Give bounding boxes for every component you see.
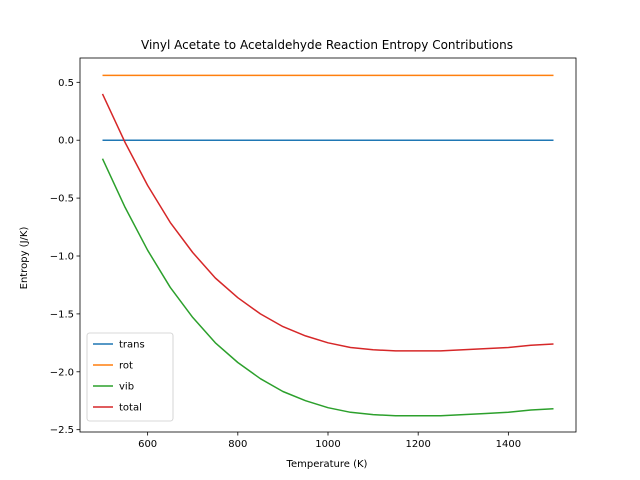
x-tick-label: 1400	[496, 439, 521, 450]
y-tick-label: −1.5	[50, 309, 74, 320]
chart-title: Vinyl Acetate to Acetaldehyde Reaction E…	[141, 38, 513, 52]
y-axis-label: Entropy (J/K)	[19, 227, 30, 290]
x-tick-label: 600	[138, 439, 157, 450]
x-tick-label: 1200	[405, 439, 430, 450]
x-tick-label: 1000	[315, 439, 340, 450]
y-tick-label: 0.5	[58, 78, 74, 89]
legend-box	[86, 332, 174, 422]
y-tick-label: −1.0	[50, 252, 74, 263]
x-tick-label: 800	[228, 439, 247, 450]
y-tick-label: −0.5	[50, 194, 74, 205]
series-line-vib	[101, 158, 554, 417]
y-tick-label: 0.0	[58, 136, 74, 147]
plot-area: 600 800 1000 1200 1400 0.5 0.0 −0.5 −1.0 −1.5 −2.0…	[50, 57, 577, 450]
legend-label-trans: trans	[119, 340, 145, 351]
legend-label-total: total	[119, 403, 142, 414]
legend: trans rot vib total	[86, 332, 174, 422]
y-tick-label: −2.0	[50, 367, 74, 378]
legend-label-rot: rot	[119, 361, 133, 372]
legend-label-vib: vib	[119, 382, 134, 393]
series-line-total	[101, 93, 554, 352]
x-axis-label: Temperature (K)	[286, 459, 368, 470]
y-tick-label: −2.5	[50, 425, 74, 436]
